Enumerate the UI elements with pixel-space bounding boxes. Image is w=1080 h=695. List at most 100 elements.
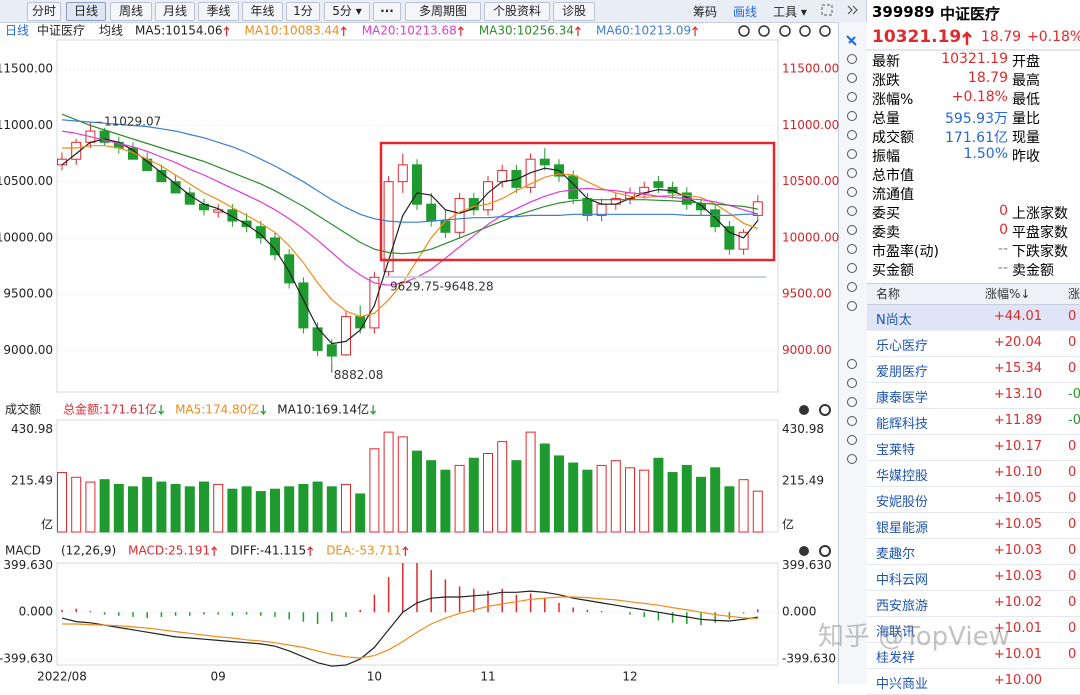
- volume-bar: [681, 464, 692, 533]
- legend-arrow: [575, 26, 581, 36]
- tool-icon[interactable]: [847, 206, 857, 216]
- table-cell: +44.01: [993, 309, 1042, 324]
- table-cell: 0: [1068, 361, 1077, 376]
- quote-label: 振幅: [872, 149, 900, 165]
- table-cell: 安妮股份: [876, 495, 929, 510]
- candle-body: [454, 198, 465, 233]
- volume-bar: [369, 448, 380, 533]
- volume-bar: [199, 481, 209, 533]
- volume-bar: [71, 476, 82, 533]
- table-cell: 桂发祥: [876, 651, 916, 666]
- legend-item: MA5:10154.06: [135, 24, 223, 38]
- table-header: 涨幅%↓: [985, 287, 1031, 301]
- volume-bar: [582, 469, 593, 533]
- tool-icon[interactable]: [847, 359, 857, 369]
- tool-icon[interactable]: [847, 54, 857, 64]
- quote-value: --: [997, 241, 1008, 257]
- table-row[interactable]: [867, 409, 1080, 435]
- toolbar-tab[interactable]: 周线: [110, 2, 152, 21]
- volume-unit: 亿: [782, 517, 794, 532]
- quote-value: 1.50%: [963, 146, 1008, 162]
- tool-icon[interactable]: [847, 225, 857, 235]
- volume-bar: [625, 467, 635, 533]
- legend-item: MA10:10083.44: [245, 24, 340, 38]
- legend-item: 日线: [5, 24, 29, 38]
- table-row[interactable]: [867, 539, 1080, 565]
- tool-icon[interactable]: [847, 282, 857, 292]
- y-tick-label: 11000.00: [782, 118, 839, 132]
- toolbar-tab[interactable]: 5分 ▾: [324, 2, 370, 21]
- legend-arrow: [158, 405, 165, 415]
- tool-icon[interactable]: [847, 168, 857, 178]
- table-cell: +10.02: [993, 595, 1042, 610]
- table-row[interactable]: [867, 357, 1080, 383]
- table-cell: 海联讯: [876, 625, 916, 640]
- ma-line: [61, 113, 758, 255]
- table-row[interactable]: [867, 591, 1080, 617]
- toolbar-tab[interactable]: 诊股: [553, 2, 595, 21]
- y-tick-label: 9000.00: [782, 343, 832, 357]
- quote-label: 最高: [1012, 73, 1040, 89]
- table-row[interactable]: [867, 461, 1080, 487]
- table-cell: 能辉科技: [876, 417, 929, 432]
- tool-icon[interactable]: [847, 149, 857, 159]
- tool-icon[interactable]: [847, 397, 857, 407]
- table-row[interactable]: [867, 617, 1080, 643]
- legend-item: 成交额: [5, 402, 41, 417]
- tool-icon[interactable]: [847, 73, 857, 83]
- quote-label: 卖金额: [1012, 263, 1054, 279]
- tool-icon[interactable]: [847, 301, 857, 311]
- close-icon[interactable]: [799, 405, 809, 415]
- toolbar-tab[interactable]: 季线: [198, 2, 239, 21]
- table-row[interactable]: [867, 435, 1080, 461]
- tool-icon[interactable]: [847, 454, 857, 464]
- tool-icon[interactable]: [847, 263, 857, 273]
- table-row[interactable]: [867, 643, 1080, 669]
- toolbar-tab[interactable]: 日线: [66, 2, 106, 21]
- candle-body: [57, 158, 67, 166]
- toolbar-tab[interactable]: 年线: [242, 2, 283, 21]
- more-button[interactable]: ···: [373, 2, 401, 21]
- table-row[interactable]: [867, 487, 1080, 513]
- tool-icon[interactable]: [847, 111, 857, 121]
- tool-icon[interactable]: [847, 244, 857, 254]
- tool-icon[interactable]: [847, 435, 857, 445]
- quote-label: 最新: [872, 54, 900, 70]
- table-cell: 宝莱特: [876, 443, 916, 458]
- chart-icon: [779, 25, 791, 37]
- tool-icon[interactable]: [847, 130, 857, 140]
- close-icon[interactable]: [799, 546, 809, 556]
- table-cell: +10.05: [993, 517, 1042, 532]
- table-header: 名称: [876, 287, 901, 301]
- quote-label: 成交额: [872, 130, 914, 146]
- toolbar-tab[interactable]: 分时: [27, 2, 61, 21]
- volume-bar: [525, 431, 536, 533]
- tool-icon[interactable]: [847, 378, 857, 388]
- candle-body: [497, 169, 508, 183]
- toolbar-tool[interactable]: 工具 ▾: [773, 5, 807, 19]
- volume-bar: [341, 483, 351, 533]
- table-row[interactable]: [867, 331, 1080, 357]
- volume-bar: [241, 486, 252, 533]
- quote-name: 中证医疗: [940, 5, 1001, 23]
- quote-label: 流通值: [872, 187, 914, 203]
- candle-body: [298, 282, 309, 329]
- toolbar-tab[interactable]: 个股资料: [484, 2, 550, 21]
- table-row[interactable]: [867, 305, 1080, 331]
- toolbar-tab[interactable]: 多周期图: [405, 2, 481, 21]
- legend-arrow: [402, 546, 409, 556]
- tool-icon[interactable]: [847, 92, 857, 102]
- toolbar-tab[interactable]: 1分: [286, 2, 320, 21]
- table-row[interactable]: [867, 513, 1080, 539]
- toolbar-tool[interactable]: 筹码: [693, 5, 718, 19]
- toolbar-tool[interactable]: 画线: [733, 5, 758, 19]
- volume-bar: [724, 486, 735, 533]
- tool-icon[interactable]: [847, 187, 857, 197]
- y-tick-label: 0.000: [19, 605, 53, 619]
- table-row[interactable]: [867, 565, 1080, 591]
- ma-line: [61, 119, 758, 223]
- table-row[interactable]: [867, 383, 1080, 409]
- toolbar-tab[interactable]: 月线: [155, 2, 195, 21]
- tool-icon[interactable]: [847, 416, 857, 426]
